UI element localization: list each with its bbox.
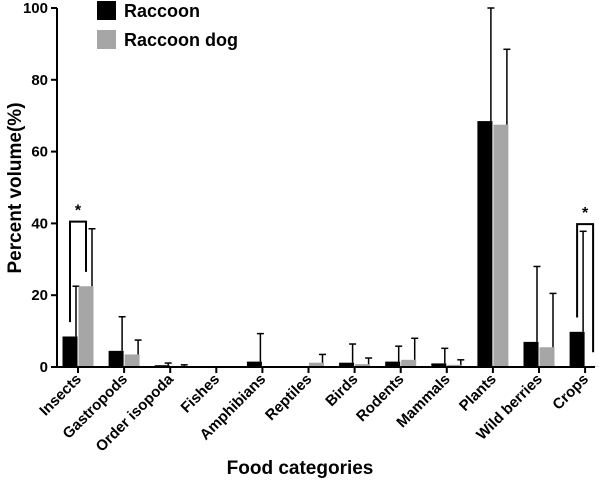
bar-raccoon: [523, 341, 539, 367]
x-axis-title: Food categories: [227, 458, 374, 479]
x-tick-label: Reptiles: [262, 371, 315, 424]
x-tick-label: Birds: [322, 371, 361, 410]
significance-bracket: [69, 220, 87, 323]
bar-raccoon: [246, 361, 262, 367]
y-tick-label: 80: [31, 72, 48, 89]
x-tick-label: Plants: [456, 371, 500, 415]
significance-marker: *: [582, 205, 589, 222]
bar-raccoon-dog: [309, 362, 324, 367]
legend-label-raccoon: Raccoon: [124, 1, 200, 21]
x-tick-label: Crops: [549, 371, 592, 414]
y-axis-title: Percent volume(%): [5, 102, 26, 273]
y-tick-label: 40: [31, 215, 48, 232]
bar-raccoon-dog: [124, 354, 140, 367]
y-tick-label: 20: [31, 287, 48, 304]
bar-raccoon: [62, 336, 78, 367]
bar-raccoon-dog: [539, 347, 555, 367]
bar-raccoon-dog: [78, 286, 94, 367]
bar-raccoon-dog: [355, 364, 371, 367]
bar-raccoon-dog: [493, 124, 509, 367]
bar-raccoon: [339, 362, 355, 367]
significance-bracket: [576, 223, 595, 353]
bar-raccoon: [477, 121, 493, 368]
bar-raccoon: [569, 331, 585, 367]
x-tick-label: Fishes: [177, 371, 223, 417]
bar-raccoon: [108, 350, 124, 367]
bar-raccoon-dog: [447, 364, 463, 367]
y-tick-label: 60: [31, 144, 48, 161]
y-tick-label: 0: [40, 359, 48, 376]
y-tick-label: 100: [23, 0, 48, 17]
legend-label-raccoon-dog: Raccoon dog: [124, 30, 238, 50]
legend-swatch-raccoon: [97, 1, 116, 20]
legend-swatch-raccoon-dog: [97, 30, 116, 49]
bar-raccoon: [385, 361, 401, 367]
bar-raccoon-dog: [401, 359, 417, 367]
bar-raccoon: [431, 363, 447, 367]
significance-marker: *: [75, 203, 82, 220]
